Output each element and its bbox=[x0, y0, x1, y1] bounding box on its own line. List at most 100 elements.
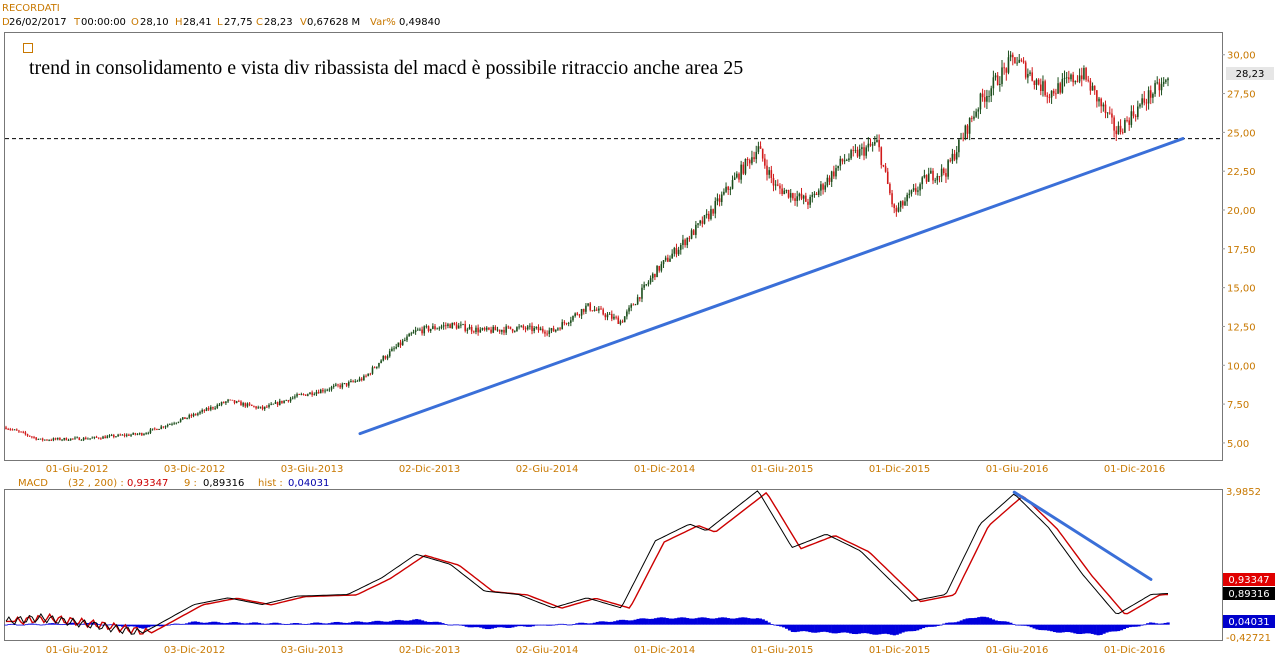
candle-body bbox=[1102, 104, 1105, 107]
histogram-bar bbox=[237, 622, 241, 625]
candle-body bbox=[830, 171, 833, 182]
histogram-bar bbox=[190, 621, 195, 625]
candle-body bbox=[266, 406, 268, 408]
candle-body bbox=[496, 329, 499, 331]
candle-body bbox=[686, 237, 689, 246]
candle-body bbox=[634, 304, 637, 306]
candle-body bbox=[824, 185, 827, 190]
candle-body bbox=[46, 439, 48, 441]
histogram-bar bbox=[974, 617, 978, 625]
histogram-bar bbox=[179, 623, 183, 625]
candle-body bbox=[839, 158, 842, 166]
candle-body bbox=[263, 406, 266, 410]
candle-body bbox=[311, 392, 313, 395]
candle-body bbox=[203, 410, 206, 411]
candle-body bbox=[852, 150, 855, 151]
histogram-bar bbox=[793, 624, 797, 633]
candle-body bbox=[960, 137, 962, 140]
candle-body bbox=[940, 168, 943, 177]
candle-body bbox=[996, 75, 999, 85]
hist-value-axis-label: 0,04031 bbox=[1228, 617, 1269, 628]
histogram-bar bbox=[62, 624, 66, 625]
histogram-bar bbox=[1119, 624, 1124, 631]
candle-body bbox=[837, 165, 839, 169]
candle-body bbox=[869, 143, 872, 146]
candle-body bbox=[324, 390, 326, 392]
close-key: C bbox=[256, 17, 263, 28]
histogram-bar bbox=[386, 621, 390, 625]
candle-body bbox=[121, 434, 124, 436]
histogram-bar bbox=[939, 624, 943, 626]
price-y-axis: 30,00 27,50 25,00 22,50 20,00 17,50 15,00 12,50… bbox=[1222, 51, 1256, 450]
var-value: 0,49840 bbox=[399, 17, 440, 28]
histogram-bar bbox=[1163, 622, 1167, 625]
macd-xtick-label: 01-Dic-2014 bbox=[634, 645, 695, 656]
histogram-bar bbox=[560, 623, 564, 625]
histogram-bar bbox=[211, 621, 215, 625]
candle-body bbox=[679, 244, 682, 250]
candle-body bbox=[955, 152, 958, 160]
histogram-bar bbox=[304, 624, 308, 625]
candle-body bbox=[815, 193, 818, 195]
candle-body bbox=[1009, 54, 1012, 58]
candle-body bbox=[250, 404, 253, 406]
candle-body bbox=[360, 378, 363, 381]
histogram-bar bbox=[420, 620, 425, 625]
candle-body bbox=[792, 193, 794, 199]
candle-body bbox=[147, 432, 150, 434]
histogram-bar bbox=[645, 618, 649, 625]
candle-body bbox=[160, 426, 163, 429]
histogram-bar bbox=[65, 623, 69, 625]
candle-body bbox=[587, 303, 589, 306]
histogram-bar bbox=[988, 618, 993, 625]
candle-body bbox=[214, 407, 216, 409]
candle-body bbox=[145, 433, 147, 435]
histogram-bar bbox=[755, 618, 760, 625]
candle-body bbox=[134, 433, 137, 435]
histogram-bar bbox=[173, 623, 177, 625]
candle-body bbox=[613, 316, 615, 319]
candle-body bbox=[843, 160, 846, 162]
hist-value: 0,04031 bbox=[288, 478, 329, 489]
low-key: L bbox=[217, 17, 223, 28]
histogram-bar bbox=[508, 624, 512, 628]
histogram-bar bbox=[822, 624, 827, 632]
histogram-bar bbox=[1093, 624, 1097, 635]
histogram-bar bbox=[54, 623, 58, 625]
candle-body bbox=[233, 400, 236, 403]
bearish-divergence-line[interactable] bbox=[1012, 490, 1153, 581]
candle-body bbox=[835, 168, 837, 177]
candle-body bbox=[319, 389, 322, 394]
histogram-bar bbox=[1052, 624, 1057, 633]
candle-body bbox=[464, 324, 466, 331]
candle-body bbox=[468, 326, 471, 330]
annotation-text[interactable]: trend in consolidamento e vista div riba… bbox=[29, 57, 743, 79]
histogram-bar bbox=[805, 624, 809, 632]
candle-body bbox=[384, 355, 387, 359]
candle-body bbox=[173, 423, 175, 425]
candle-body bbox=[404, 340, 406, 341]
candle-body bbox=[923, 175, 926, 178]
histogram-bar bbox=[467, 624, 471, 628]
histogram-bar bbox=[86, 623, 90, 625]
candle-body bbox=[164, 426, 167, 428]
histogram-bar bbox=[787, 624, 792, 631]
histogram-bar bbox=[1128, 624, 1132, 628]
annotation-marker-icon[interactable] bbox=[23, 43, 33, 53]
rising-trendline[interactable] bbox=[358, 137, 1185, 436]
candle-body bbox=[248, 403, 251, 405]
candle-body bbox=[660, 264, 663, 271]
histogram-bar bbox=[129, 624, 133, 627]
candle-body bbox=[354, 381, 357, 382]
candle-body bbox=[600, 308, 602, 310]
candle-body bbox=[912, 188, 915, 191]
candle-body bbox=[332, 385, 335, 387]
last-price-box bbox=[1226, 67, 1274, 80]
candle-body bbox=[162, 426, 165, 428]
histogram-bar bbox=[668, 618, 672, 625]
histogram-bar bbox=[776, 624, 780, 626]
histogram-bar bbox=[540, 624, 544, 626]
histogram-bar bbox=[1134, 624, 1138, 627]
candle-body bbox=[1145, 102, 1148, 104]
histogram-bar bbox=[563, 624, 567, 626]
